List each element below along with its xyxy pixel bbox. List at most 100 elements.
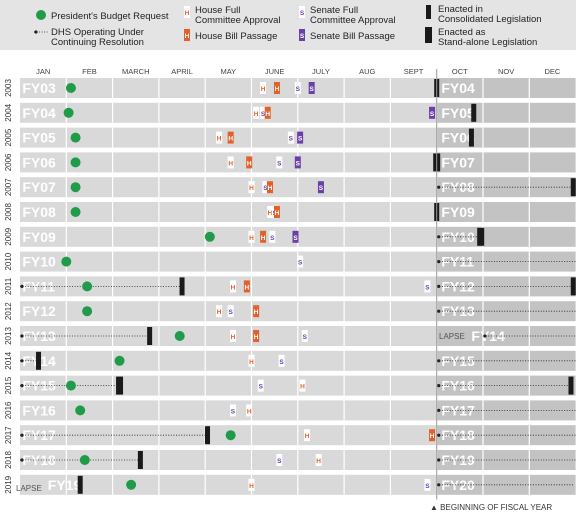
house-bill-marker (253, 305, 260, 318)
enacted-marker (568, 376, 574, 395)
fy-label-left: FY09 (22, 229, 56, 245)
cr-start-dot (437, 260, 441, 264)
enacted-marker (570, 178, 576, 197)
house-full-marker (248, 354, 255, 367)
year-label: 2011 (4, 277, 13, 295)
enacted-marker (468, 128, 474, 147)
senate-bill-marker (308, 82, 315, 94)
track-next-fy (436, 350, 576, 371)
fy-label-right: FY06 (441, 130, 475, 146)
legend-senate-full-marker (299, 6, 305, 18)
senate-bill-marker-letter: S (293, 235, 298, 242)
house-bill-marker-letter: H (247, 160, 252, 167)
senate-bill-marker-letter: S (319, 185, 324, 192)
house-full-marker-letter: H (300, 384, 305, 391)
track-current-fy (20, 375, 437, 396)
legend-consolidated-label-2: Consolidated Legislation (438, 14, 542, 25)
house-bill-marker-letter: H (430, 433, 435, 440)
fy-label-left: FY05 (22, 130, 56, 146)
senate-full-marker (227, 305, 234, 318)
senate-full-marker (276, 454, 283, 466)
budget-request-dot (79, 455, 90, 465)
house-full-marker-letter: H (247, 408, 252, 415)
legend-standalone-label-1: Enacted as (438, 27, 486, 38)
cr-start-dot (20, 334, 24, 338)
track-current-fy (20, 202, 437, 222)
year-label: 2015 (4, 376, 13, 394)
house-full-marker-letter: H (228, 160, 233, 167)
senate-full-marker (278, 354, 285, 367)
house-full-marker (315, 454, 322, 466)
legend: President's Budget Request DHS Operating… (0, 0, 576, 50)
cr-start-dot (20, 384, 24, 388)
track-next-fy (436, 177, 576, 198)
house-full-marker-letter: H (305, 433, 310, 440)
house-bill-marker (260, 230, 267, 243)
house-bill-marker-letter: H (261, 235, 266, 242)
year-label: 2012 (4, 302, 13, 320)
house-full-marker (248, 230, 255, 243)
budget-request-dot (75, 405, 86, 416)
enacted-marker (116, 376, 124, 395)
track-next-fy (436, 152, 576, 173)
cr-start-dot (20, 433, 24, 437)
legend-consolidated-label-1: Enacted in (438, 4, 483, 15)
budget-request-dot (70, 132, 81, 143)
month-axis: JAN FEB MARCH APRIL MAY JUNE JULY AUG SEPT OCT NOV… (36, 67, 561, 76)
enacted-marker (179, 277, 185, 296)
house-bill-marker-letter: H (254, 309, 259, 316)
year-label: 2007 (4, 178, 13, 196)
budget-request-dot (82, 306, 93, 317)
senate-full-marker (424, 280, 431, 293)
track-next-fy (436, 78, 576, 98)
month-label: SEPT (404, 67, 424, 76)
house-bill-marker (227, 131, 234, 144)
senate-full-marker-letter: S (277, 458, 282, 465)
budget-request-dot (65, 83, 76, 93)
house-bill-marker-letter: H (245, 284, 250, 291)
track-current-fy (20, 251, 437, 272)
budget-request-dot (61, 256, 72, 267)
house-full-marker (229, 280, 236, 293)
budget-request-dot (65, 380, 76, 391)
house-full-marker-letter: H (249, 235, 254, 242)
lapse-label: LAPSE (16, 484, 42, 493)
year-label: 2010 (4, 252, 13, 270)
legend-budget-label: President's Budget Request (51, 11, 169, 22)
senate-full-marker-letter: S (263, 185, 268, 192)
cr-start-dot (20, 359, 24, 363)
senate-full-marker (287, 131, 294, 144)
cr-start-dot (20, 284, 24, 288)
legend-senate-full-letter: S (300, 10, 305, 17)
budget-request-dot (70, 157, 81, 168)
senate-bill-marker (429, 106, 436, 119)
month-label: APRIL (171, 67, 193, 76)
legend-standalone-label-2: Stand-alone Legislation (438, 37, 537, 48)
month-label: MARCH (122, 67, 150, 76)
senate-full-marker-letter: S (298, 260, 303, 267)
month-label: JAN (36, 67, 50, 76)
house-full-marker (229, 330, 236, 342)
house-full-marker (227, 156, 234, 169)
year-label: 2017 (4, 426, 13, 444)
senate-full-marker (297, 255, 304, 268)
senate-full-marker-letter: S (277, 160, 282, 167)
month-label: DEC (545, 67, 561, 76)
senate-bill-marker (294, 156, 301, 169)
month-label: OCT (452, 67, 468, 76)
house-bill-marker (267, 181, 274, 194)
house-full-marker-letter: H (254, 111, 259, 118)
fy-label-right: FY07 (441, 154, 475, 170)
cr-start-dot (20, 458, 24, 462)
budget-request-dot (70, 182, 81, 193)
legend-senate-bill-label: Senate Bill Passage (310, 31, 395, 42)
legend-cr-label-1: DHS Operating Under (51, 27, 144, 38)
fy-label-left: FY06 (22, 154, 56, 170)
senate-full-marker (294, 82, 301, 94)
house-full-marker (299, 379, 306, 392)
house-full-marker-letter: H (231, 334, 236, 341)
house-bill-marker (243, 280, 250, 293)
legend-senate-bill-letter: S (300, 33, 305, 40)
